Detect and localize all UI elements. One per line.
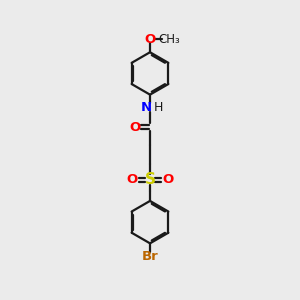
Text: CH₃: CH₃ — [158, 33, 180, 46]
Text: O: O — [127, 173, 138, 186]
Text: Br: Br — [142, 250, 158, 262]
Text: N: N — [141, 101, 152, 114]
Text: S: S — [145, 172, 155, 187]
Text: O: O — [144, 33, 156, 46]
Text: H: H — [154, 101, 163, 114]
Text: O: O — [162, 173, 173, 186]
Text: O: O — [129, 121, 140, 134]
